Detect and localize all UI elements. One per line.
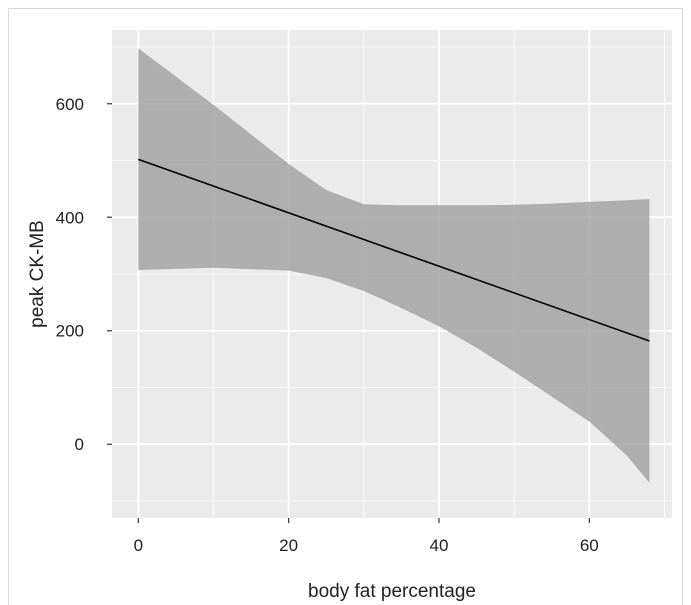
y-tick-label: 200 (56, 322, 84, 341)
x-axis-ticks: 0 20 40 60 (134, 518, 599, 555)
y-tick-label: 0 (75, 435, 84, 454)
y-tick-label: 400 (56, 208, 84, 227)
y-tick-label: 600 (56, 95, 84, 114)
y-axis-ticks: 0 200 400 600 (56, 95, 112, 454)
x-tick-label: 0 (134, 536, 143, 555)
x-axis-title: body fat percentage (308, 581, 476, 602)
x-tick-label: 60 (580, 536, 599, 555)
confidence-band (138, 48, 650, 483)
y-axis-title: peak CK-MB (27, 220, 48, 328)
figure-frame (8, 8, 683, 605)
x-tick-label: 20 (279, 536, 298, 555)
regression-line (138, 158, 650, 342)
x-tick-label: 40 (430, 536, 449, 555)
